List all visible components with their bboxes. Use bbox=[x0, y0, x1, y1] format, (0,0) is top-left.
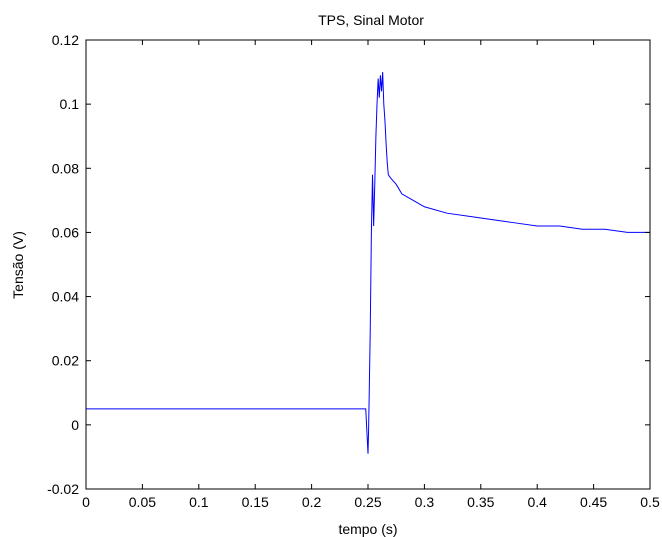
x-tick-label: 0.1 bbox=[189, 494, 209, 510]
y-axis-title: Tensão (V) bbox=[10, 231, 26, 299]
x-tick-label: 0.4 bbox=[527, 494, 547, 510]
y-tick-label: -0.02 bbox=[47, 481, 79, 497]
y-tick-label: 0.08 bbox=[52, 160, 79, 176]
x-tick-label: 0.05 bbox=[129, 494, 156, 510]
x-tick-label: 0.3 bbox=[415, 494, 435, 510]
x-axis-title: tempo (s) bbox=[338, 521, 397, 537]
series-line bbox=[86, 72, 650, 454]
x-axis: 0 0.05 0.1 0.15 0.2 0.25 0.3 0.35 0.4 0.45 0.5 bbox=[82, 40, 660, 510]
y-tick-label: 0.04 bbox=[52, 289, 79, 305]
x-tick-label: 0 bbox=[82, 494, 90, 510]
y-tick-label: 0.06 bbox=[52, 224, 79, 240]
x-tick-label: 0.45 bbox=[580, 494, 607, 510]
y-axis: -0.02 0 0.02 0.04 0.06 0.08 0.1 0.12 bbox=[47, 32, 650, 497]
y-tick-label: 0 bbox=[71, 417, 79, 433]
y-tick-label: 0.02 bbox=[52, 353, 79, 369]
x-tick-label: 0.35 bbox=[467, 494, 494, 510]
x-tick-label: 0.5 bbox=[640, 494, 660, 510]
x-tick-label: 0.2 bbox=[302, 494, 322, 510]
chart-title: TPS, Sinal Motor bbox=[318, 12, 424, 28]
y-tick-label: 0.12 bbox=[52, 32, 79, 48]
x-tick-label: 0.15 bbox=[242, 494, 269, 510]
plot-area bbox=[86, 72, 650, 454]
x-tick-label: 0.25 bbox=[354, 494, 381, 510]
y-tick-label: 0.1 bbox=[60, 96, 80, 112]
